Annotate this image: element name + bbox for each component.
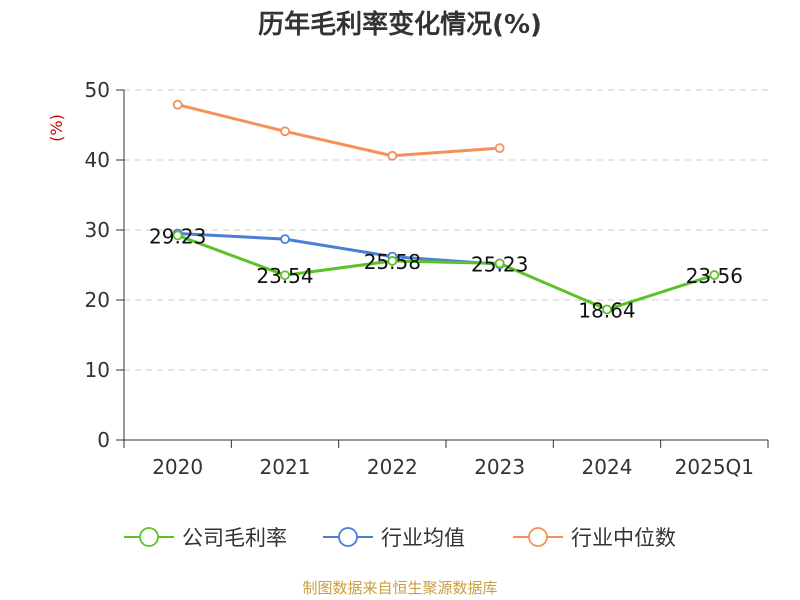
axis-layer: 0 10 20 30 40 50 2020 2021 2022 2023 2024 2025Q1 <box>85 78 769 479</box>
legend-label: 行业中位数 <box>571 526 676 550</box>
legend-marker <box>528 527 548 547</box>
data-point-0 <box>494 258 505 269</box>
data-label-layer: 29.23 23.54 25.58 25.23 18.64 23.56 <box>149 224 743 322</box>
data-point-0 <box>172 230 183 241</box>
chart-title: 历年毛利率变化情况(%) <box>258 9 542 40</box>
legend-marker <box>139 527 159 547</box>
data-point-0 <box>280 270 290 281</box>
legend-marker <box>338 527 358 547</box>
series-layer <box>172 99 720 315</box>
y-tick-label: 50 <box>85 78 110 102</box>
data-point-0 <box>387 256 398 266</box>
series-line-2 <box>177 103 500 158</box>
x-tick-label: 2022 <box>367 455 418 479</box>
legend-label: 公司毛利率 <box>182 526 287 550</box>
data-label: 25.58 <box>364 250 421 274</box>
y-tick-label: 40 <box>85 148 110 172</box>
data-label: 23.56 <box>686 264 743 288</box>
y-tick-label: 0 <box>97 428 110 452</box>
data-point-0 <box>602 304 612 315</box>
data-point-0 <box>709 270 720 280</box>
y-tick-label: 30 <box>85 218 110 242</box>
data-label: 18.64 <box>578 299 635 323</box>
x-tick-label: 2023 <box>474 455 525 479</box>
data-point-2 <box>280 126 290 137</box>
source-note: 制图数据来自恒生聚源数据库 <box>302 579 497 597</box>
data-label: 25.23 <box>471 252 528 276</box>
grid-layer <box>124 89 768 371</box>
y-tick-label: 10 <box>85 358 110 382</box>
x-tick-label: 2021 <box>260 455 311 479</box>
data-label: 29.23 <box>149 224 206 248</box>
data-point-2 <box>494 143 505 154</box>
series-line-1 <box>177 232 500 266</box>
legend: 公司毛利率 行业均值 行业中位数 <box>124 526 676 550</box>
data-point-1 <box>280 234 290 245</box>
series-line-0 <box>177 233 715 312</box>
legend-label: 行业均值 <box>381 526 465 550</box>
x-tick-label: 2024 <box>582 455 633 479</box>
x-tick-label: 2020 <box>152 455 203 479</box>
data-point-2 <box>172 99 183 110</box>
y-axis-unit: (%) <box>47 114 66 142</box>
data-point-2 <box>387 150 398 161</box>
data-label: 23.54 <box>256 264 313 288</box>
x-tick-label: 2025Q1 <box>675 455 754 479</box>
y-tick-label: 20 <box>85 288 110 312</box>
